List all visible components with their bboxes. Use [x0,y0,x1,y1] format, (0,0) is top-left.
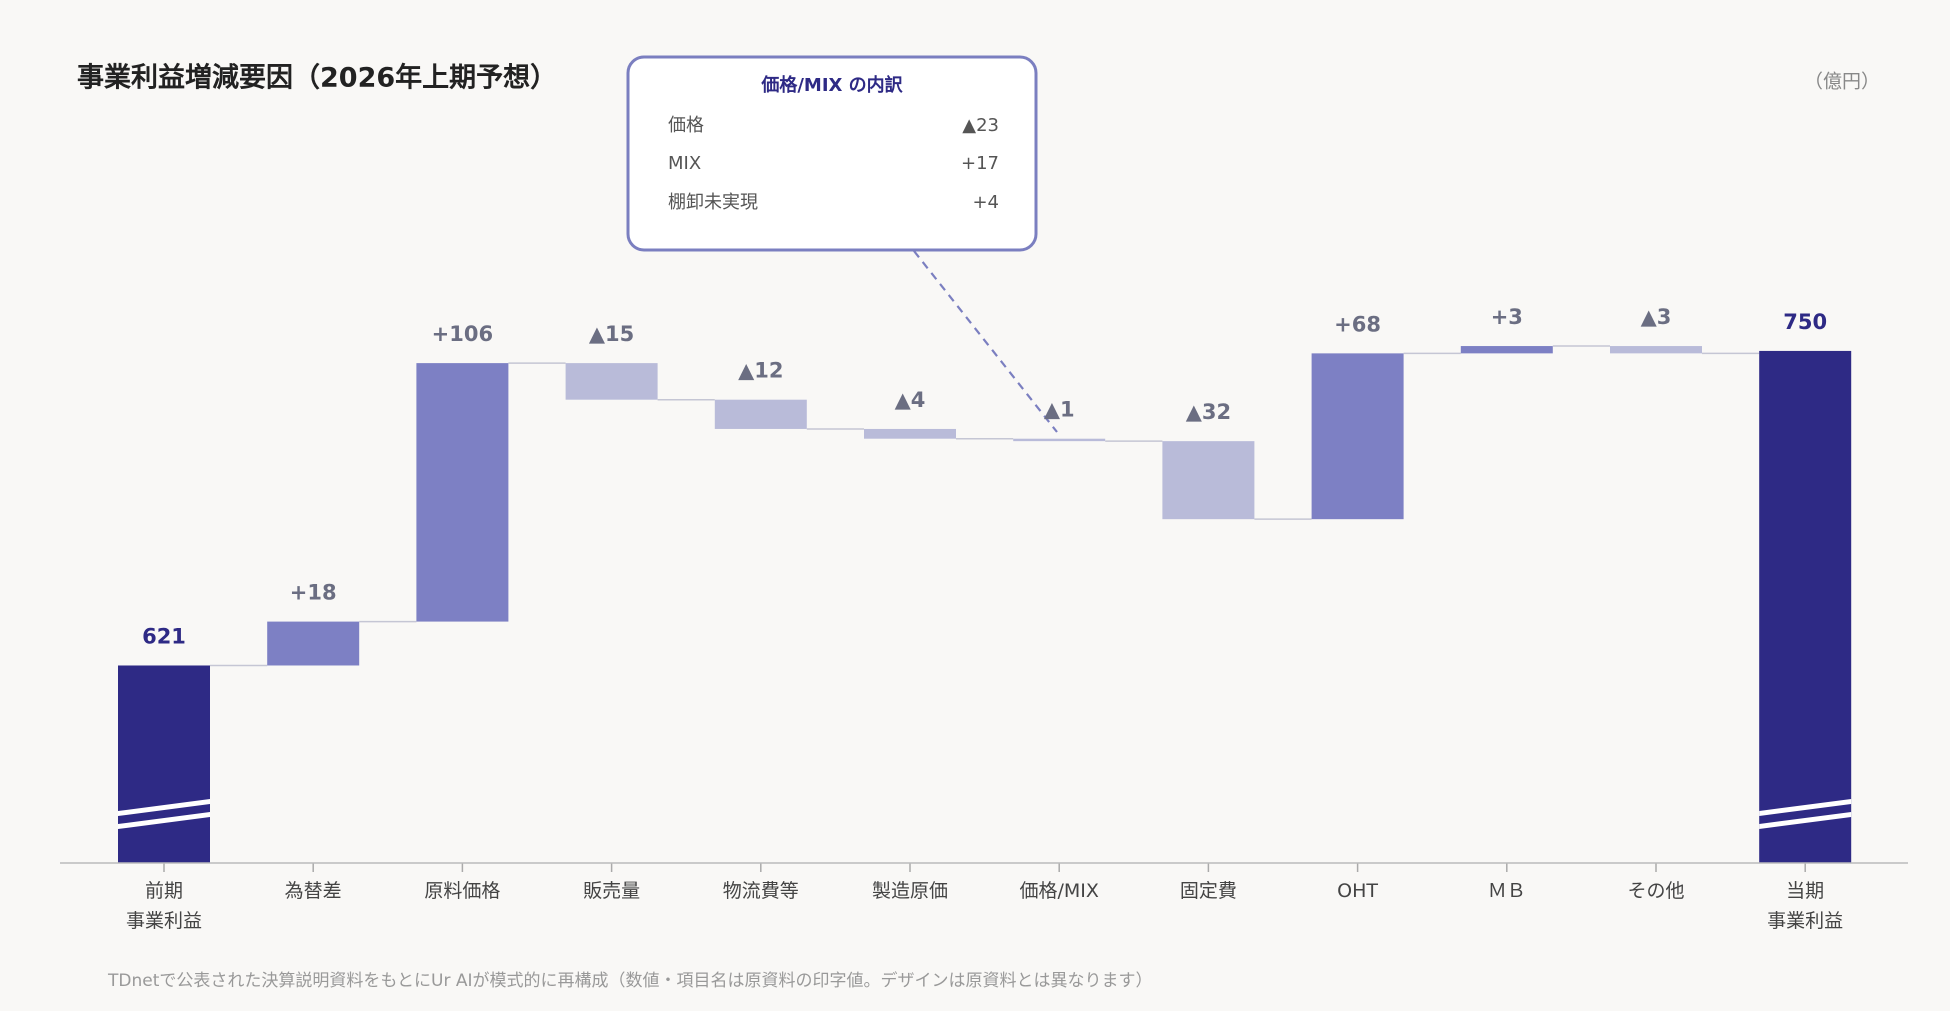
bar [267,621,360,666]
unit-label: （億円） [1804,71,1880,93]
footnote: TDnetで公表された決算説明資料をもとにUr AIが模式的に再構成（数値・項目… [107,970,1153,991]
axis-break [118,799,210,816]
axis-break [118,812,210,829]
x-tick-label: ＭＢ [1487,880,1526,902]
data-label: ▲1 [1044,398,1075,422]
data-label: 621 [142,624,186,648]
bar [118,665,210,863]
data-label: ▲4 [895,388,926,412]
bar [1013,438,1106,442]
callout-box [626,55,1038,252]
bar [1311,353,1404,520]
callout-value: +4 [972,192,999,213]
data-label: ▲3 [1641,305,1672,329]
x-tick-label: 価格/MIX [1019,880,1099,902]
data-label: ▲12 [738,359,783,383]
data-label: +3 [1491,305,1523,329]
x-tick-label: 原料価格 [424,880,501,902]
bar [1162,441,1255,520]
callout-label: MIX [668,153,701,174]
x-tick-label: 物流費等 [722,880,799,902]
x-tick-label: 製造原価 [871,880,948,902]
x-tick-label: 固定費 [1179,880,1237,902]
callout-label: 価格 [668,115,704,136]
bar [1610,346,1702,354]
x-tick-label: 販売量 [583,880,641,902]
x-tick-label: その他 [1627,880,1685,902]
bar [1460,346,1553,354]
callout-value: +17 [961,153,999,174]
chart-title: 事業利益増減要因（2026年上期予想） [77,62,557,94]
data-label: +68 [1334,312,1381,336]
bar [864,428,956,439]
axis-break [1759,812,1852,829]
callout-title: 価格/MIX の内訳 [760,74,903,96]
axis-break [1759,799,1852,816]
callout-value: ▲23 [962,115,999,136]
callout-label: 棚卸未実現 [668,192,758,213]
data-label: ▲32 [1186,400,1231,424]
bar [714,399,807,429]
data-label: ▲15 [589,322,634,346]
x-tick-label: OHT [1337,880,1379,902]
x-tick-label: 為替差 [284,880,342,902]
data-label: 750 [1783,310,1827,334]
x-tick-label: 当期 事業利益 [1767,880,1844,932]
bar [1759,350,1852,863]
data-label: +106 [432,322,493,346]
callout-leader [913,250,1058,433]
bar [565,363,658,400]
x-tick-label: 前期 事業利益 [125,880,202,932]
data-label: +18 [290,581,337,605]
bar [416,363,509,622]
